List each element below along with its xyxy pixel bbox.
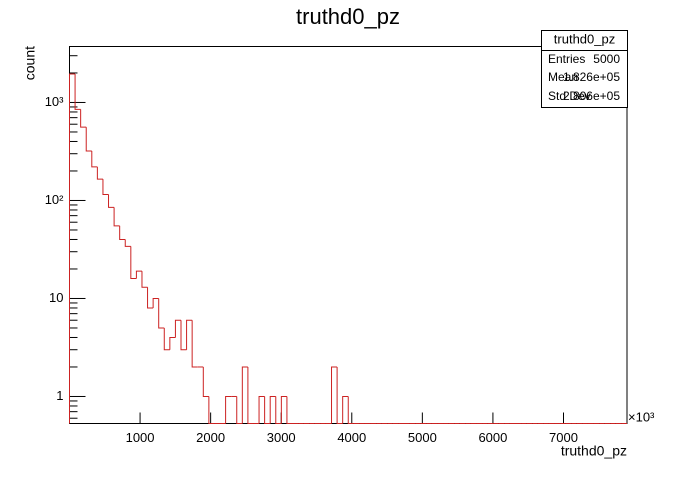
stats-value: 5000 [593, 52, 620, 66]
histogram-bin [247, 366, 254, 424]
histogram-bin [236, 396, 243, 424]
stats-key: Entries [548, 52, 585, 66]
histogram-bin [269, 395, 276, 424]
histogram-bin [180, 320, 187, 351]
histogram-bin [141, 271, 148, 288]
histogram-bin [280, 395, 287, 424]
stats-title: truthd0_pz [554, 31, 615, 46]
histogram-bin [336, 366, 343, 424]
y-tick-label: 10² [45, 192, 64, 207]
chart-title: truthd0_pz [296, 4, 400, 29]
histogram-bin [158, 298, 165, 329]
x-tick-label: 5000 [408, 430, 437, 445]
histogram-bin [174, 319, 181, 338]
stats-box: truthd0_pz Entries 5000 Mean 1.826e+05 S… [541, 30, 628, 108]
histogram-bin [342, 395, 349, 424]
stats-value: 1.826e+05 [563, 70, 620, 84]
stats-frame [541, 30, 628, 108]
x-tick-label: 7000 [549, 430, 578, 445]
histogram-bin [113, 207, 120, 227]
x-tick-label: 2000 [196, 430, 225, 445]
histogram-bin [163, 327, 170, 351]
histogram-bin [264, 396, 271, 424]
histogram-bin [152, 297, 159, 308]
x-tick-label: 3000 [267, 430, 296, 445]
histogram-bin [74, 74, 81, 110]
histogram-bin [347, 396, 354, 424]
histogram-bin [124, 239, 131, 247]
stats-key: Mean [548, 70, 578, 84]
y-tick-label: 10³ [45, 94, 64, 109]
histogram-bin [96, 166, 103, 180]
histogram-bin [225, 395, 232, 424]
histogram-bin [147, 287, 154, 309]
y-tick-label: 1 [56, 388, 63, 403]
y-axis-label: count [22, 46, 38, 80]
histogram-bin [130, 246, 137, 279]
histogram-bin [119, 225, 126, 240]
stats-value: 2.806e+05 [563, 89, 620, 103]
histogram-bin [202, 366, 209, 397]
histogram-bin [85, 127, 92, 152]
histogram-bin [108, 194, 115, 208]
histogram-bin [169, 336, 176, 350]
x-tick-label: 6000 [478, 430, 507, 445]
histogram-bin [80, 109, 87, 128]
x-axis-label: truthd0_pz [561, 443, 627, 459]
histogram-bin [102, 179, 109, 196]
histogram-bin [208, 396, 215, 424]
histogram-bin [186, 319, 193, 350]
stats-key: Std Dev [548, 89, 591, 103]
histogram-bin [286, 396, 293, 424]
histogram-bin [241, 366, 248, 424]
y-tick-label: 10 [49, 290, 63, 305]
x-multiplier: ×10³ [628, 409, 655, 424]
histogram-bin [258, 395, 265, 424]
histogram-bin [331, 366, 338, 424]
x-tick-label: 1000 [126, 430, 155, 445]
histogram-bin [275, 396, 282, 424]
histogram-bin [135, 270, 142, 279]
x-tick-label: 4000 [337, 430, 366, 445]
histogram-bin [69, 73, 76, 424]
histogram-bin [91, 150, 98, 168]
histogram-bin [191, 320, 198, 368]
